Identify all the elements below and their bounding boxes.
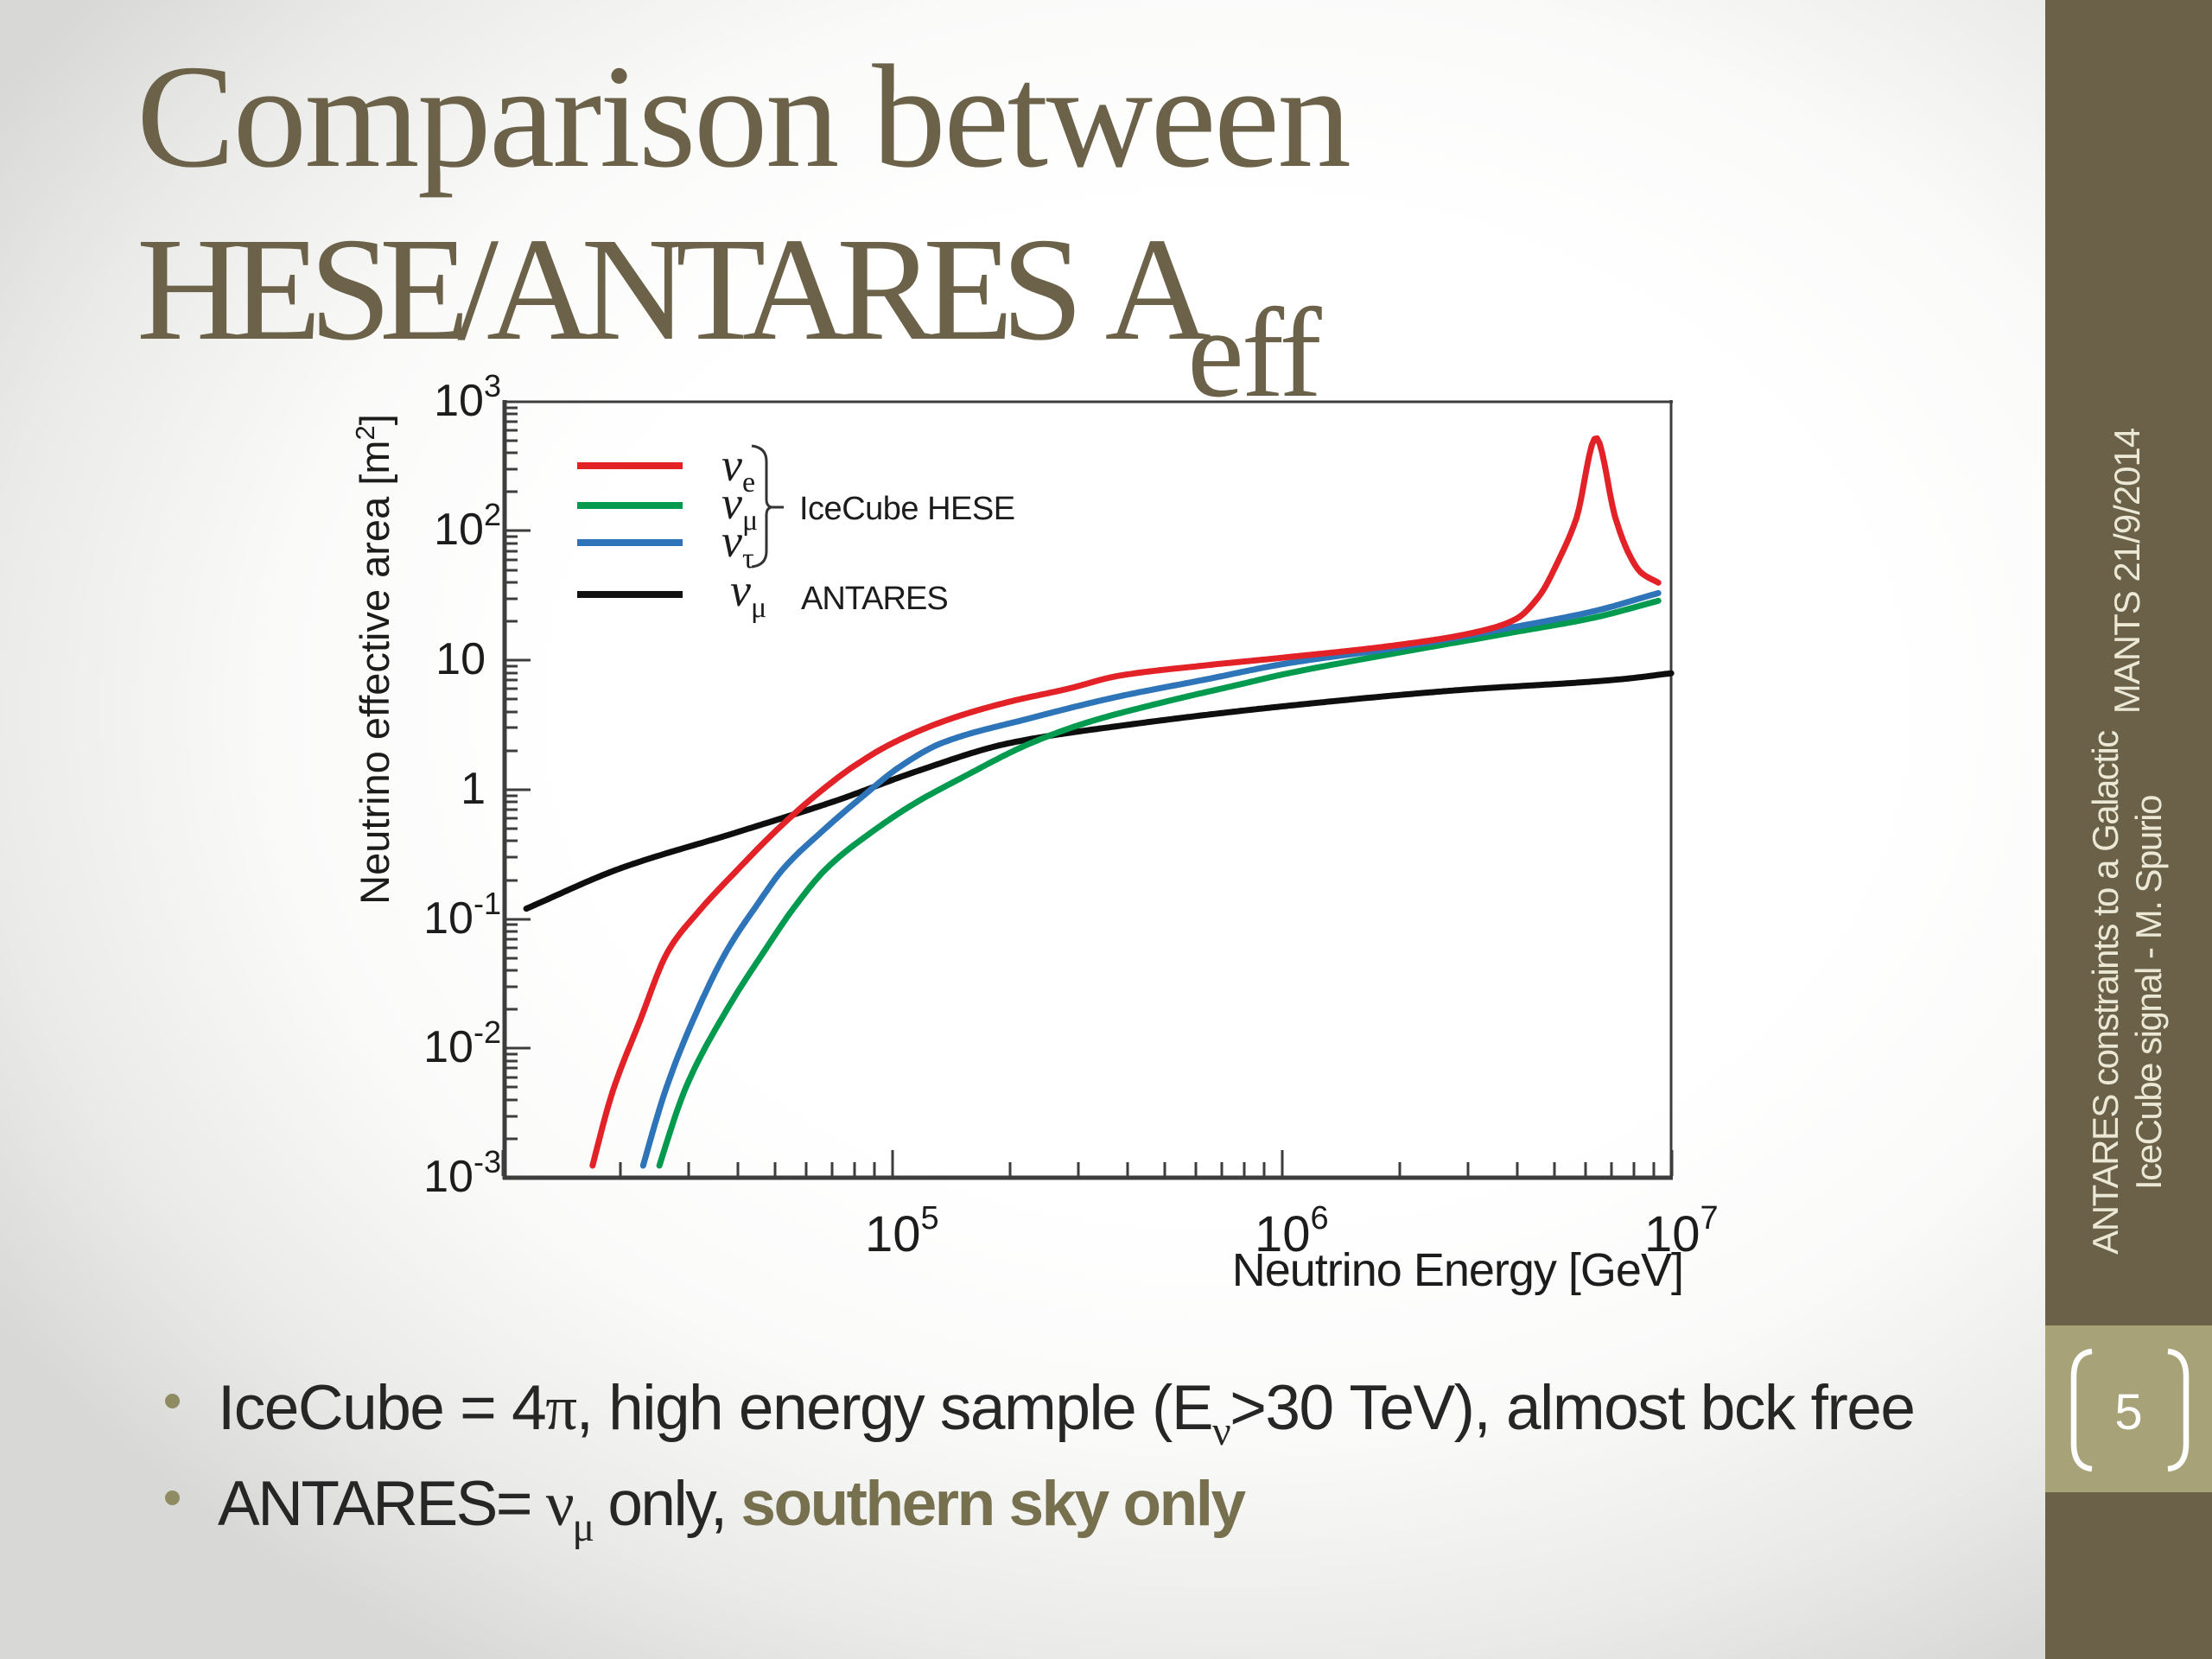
svg-text:Neutrino effective area [m2]: Neutrino effective area [m2] <box>350 414 397 905</box>
svg-text:Neutrino Energy [GeV]: Neutrino Energy [GeV] <box>1232 1244 1683 1296</box>
svg-text:νμ: νμ <box>730 564 766 624</box>
svg-text:10-2: 10-2 <box>423 1014 501 1072</box>
svg-text:1: 1 <box>461 764 486 814</box>
svg-text:103: 103 <box>434 368 501 426</box>
svg-text:10-3: 10-3 <box>423 1144 501 1202</box>
svg-text:10-1: 10-1 <box>423 886 501 944</box>
svg-text:ANTARES: ANTARES <box>801 581 948 617</box>
svg-text:105: 105 <box>865 1200 939 1262</box>
svg-text:IceCube HESE: IceCube HESE <box>799 491 1015 527</box>
svg-text:10: 10 <box>435 634 486 684</box>
svg-text:102: 102 <box>434 497 501 555</box>
